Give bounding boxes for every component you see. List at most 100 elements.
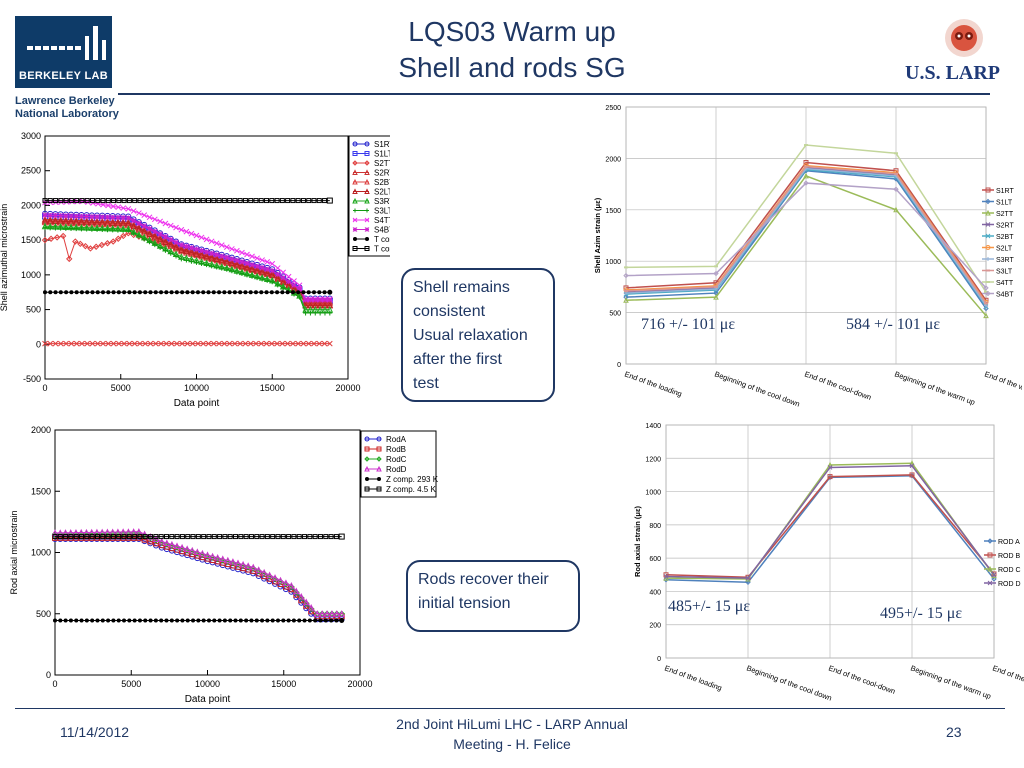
data-point: [173, 224, 179, 231]
data-point: [147, 340, 154, 347]
y-tick-label: 1200: [645, 456, 661, 463]
data-point: [279, 340, 286, 347]
data-point: [318, 618, 323, 623]
data-point: [183, 228, 190, 235]
data-point: [301, 290, 306, 295]
data-point: [127, 618, 132, 623]
y-tick-label: 1000: [645, 490, 661, 497]
data-point: [151, 228, 158, 235]
data-point: [104, 227, 110, 233]
data-point: [199, 261, 205, 267]
data-point: [183, 257, 189, 263]
data-point: [51, 529, 59, 536]
data-point: [264, 259, 271, 265]
data-point: [316, 340, 323, 347]
legend-label: T comp. 4.5 K: [374, 245, 390, 254]
data-point: [983, 285, 989, 291]
legend-marker: [364, 446, 370, 452]
data-point: [127, 290, 132, 295]
data-point: [94, 340, 101, 347]
data-point: [216, 340, 222, 347]
data-point: [302, 534, 308, 540]
legend-marker: [987, 538, 993, 544]
data-point: [233, 618, 238, 623]
data-point: [239, 270, 245, 276]
data-point: [174, 290, 179, 295]
data-point: [63, 534, 69, 540]
rod-left-annotation: 485+/- 15 με: [668, 598, 751, 615]
data-point: [169, 290, 174, 295]
data-point: [78, 213, 85, 220]
legend-marker: [352, 151, 358, 156]
data-point: [89, 340, 96, 347]
callout-line: Usual relaxation: [413, 327, 528, 344]
data-point: [232, 198, 238, 204]
data-point: [248, 534, 254, 540]
shell-right-annotation: 584 +/- 101 με: [846, 316, 941, 333]
legend-marker: [364, 217, 370, 223]
data-point: [100, 198, 106, 204]
data-point: [115, 340, 122, 347]
data-point: [311, 198, 317, 204]
data-point: [242, 340, 249, 347]
data-point: [105, 198, 111, 204]
data-point: [312, 310, 318, 316]
data-point: [208, 250, 215, 257]
x-tick-label: 15000: [271, 679, 296, 689]
data-point: [226, 340, 233, 347]
data-point: [168, 340, 175, 347]
data-point: [909, 472, 915, 478]
data-point: [296, 285, 303, 292]
data-point: [136, 210, 142, 216]
data-point: [286, 618, 291, 623]
data-point: [212, 618, 217, 623]
x-tick-label: 20000: [347, 679, 372, 689]
data-point: [318, 610, 326, 617]
legend-marker: [364, 456, 370, 462]
data-point: [58, 290, 63, 295]
legend-marker: [985, 209, 991, 216]
data-point: [136, 233, 142, 239]
data-point: [162, 234, 169, 240]
data-point: [195, 290, 200, 295]
data-point: [222, 534, 228, 540]
data-point: [183, 243, 190, 250]
data-point: [280, 290, 285, 295]
data-point: [152, 242, 158, 248]
data-point: [84, 618, 89, 623]
data-point: [254, 263, 260, 270]
data-point: [116, 618, 121, 623]
data-point: [126, 340, 133, 347]
legend-marker: [365, 237, 369, 241]
data-point: [68, 340, 75, 347]
legend-marker: [364, 141, 370, 147]
data-point: [148, 618, 153, 623]
data-point: [163, 534, 169, 540]
data-point: [239, 560, 247, 568]
data-point: [111, 198, 117, 204]
data-point: [106, 618, 111, 623]
data-point: [156, 235, 164, 243]
data-point: [58, 618, 63, 623]
data-point: [264, 277, 270, 283]
data-point: [188, 244, 195, 251]
callout-line: consistent: [413, 303, 486, 320]
y-tick-label: 2500: [605, 105, 621, 112]
data-point: [94, 214, 100, 220]
callout-line: initial tension: [418, 595, 511, 612]
legend-label: S1LT: [374, 150, 390, 159]
data-point: [122, 290, 127, 295]
data-point: [151, 233, 159, 240]
data-point: [109, 238, 117, 245]
data-point: [295, 198, 301, 204]
data-point: [893, 186, 899, 192]
y-tick-label: 1000: [605, 259, 621, 266]
data-point: [157, 231, 163, 238]
data-point: [157, 218, 163, 225]
data-point: [214, 264, 220, 270]
x-tick-label: End of the loading: [623, 369, 683, 398]
data-point: [333, 534, 339, 540]
footer-meeting-line-2: Meeting - H. Felice: [453, 736, 571, 752]
data-point: [328, 610, 336, 617]
